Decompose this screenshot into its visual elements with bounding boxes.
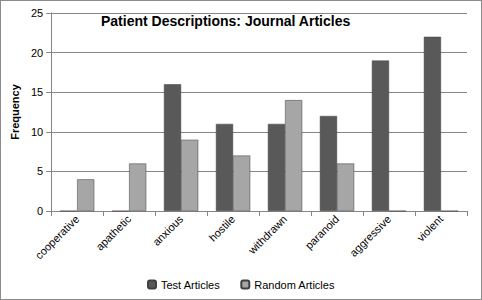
svg-text:Patient Descriptions: Journal: Patient Descriptions: Journal Articles [101, 13, 350, 29]
svg-text:10: 10 [31, 126, 43, 138]
svg-text:5: 5 [37, 165, 43, 177]
svg-text:Test Articles: Test Articles [161, 279, 220, 291]
svg-text:aggressive: aggressive [347, 213, 393, 259]
svg-text:apathetic: apathetic [93, 212, 133, 252]
svg-text:25: 25 [31, 7, 43, 19]
svg-text:20: 20 [31, 47, 43, 59]
svg-text:0: 0 [37, 205, 43, 217]
svg-text:paranoid: paranoid [303, 213, 342, 252]
svg-text:cooperative: cooperative [33, 213, 82, 262]
svg-text:15: 15 [31, 86, 43, 98]
svg-text:hostile: hostile [206, 213, 237, 244]
svg-text:violent: violent [414, 213, 445, 244]
svg-text:Frequency: Frequency [9, 83, 21, 140]
svg-text:Random Articles: Random Articles [254, 279, 335, 291]
svg-text:withdrawn: withdrawn [245, 213, 289, 257]
svg-text:anxious: anxious [150, 212, 186, 248]
